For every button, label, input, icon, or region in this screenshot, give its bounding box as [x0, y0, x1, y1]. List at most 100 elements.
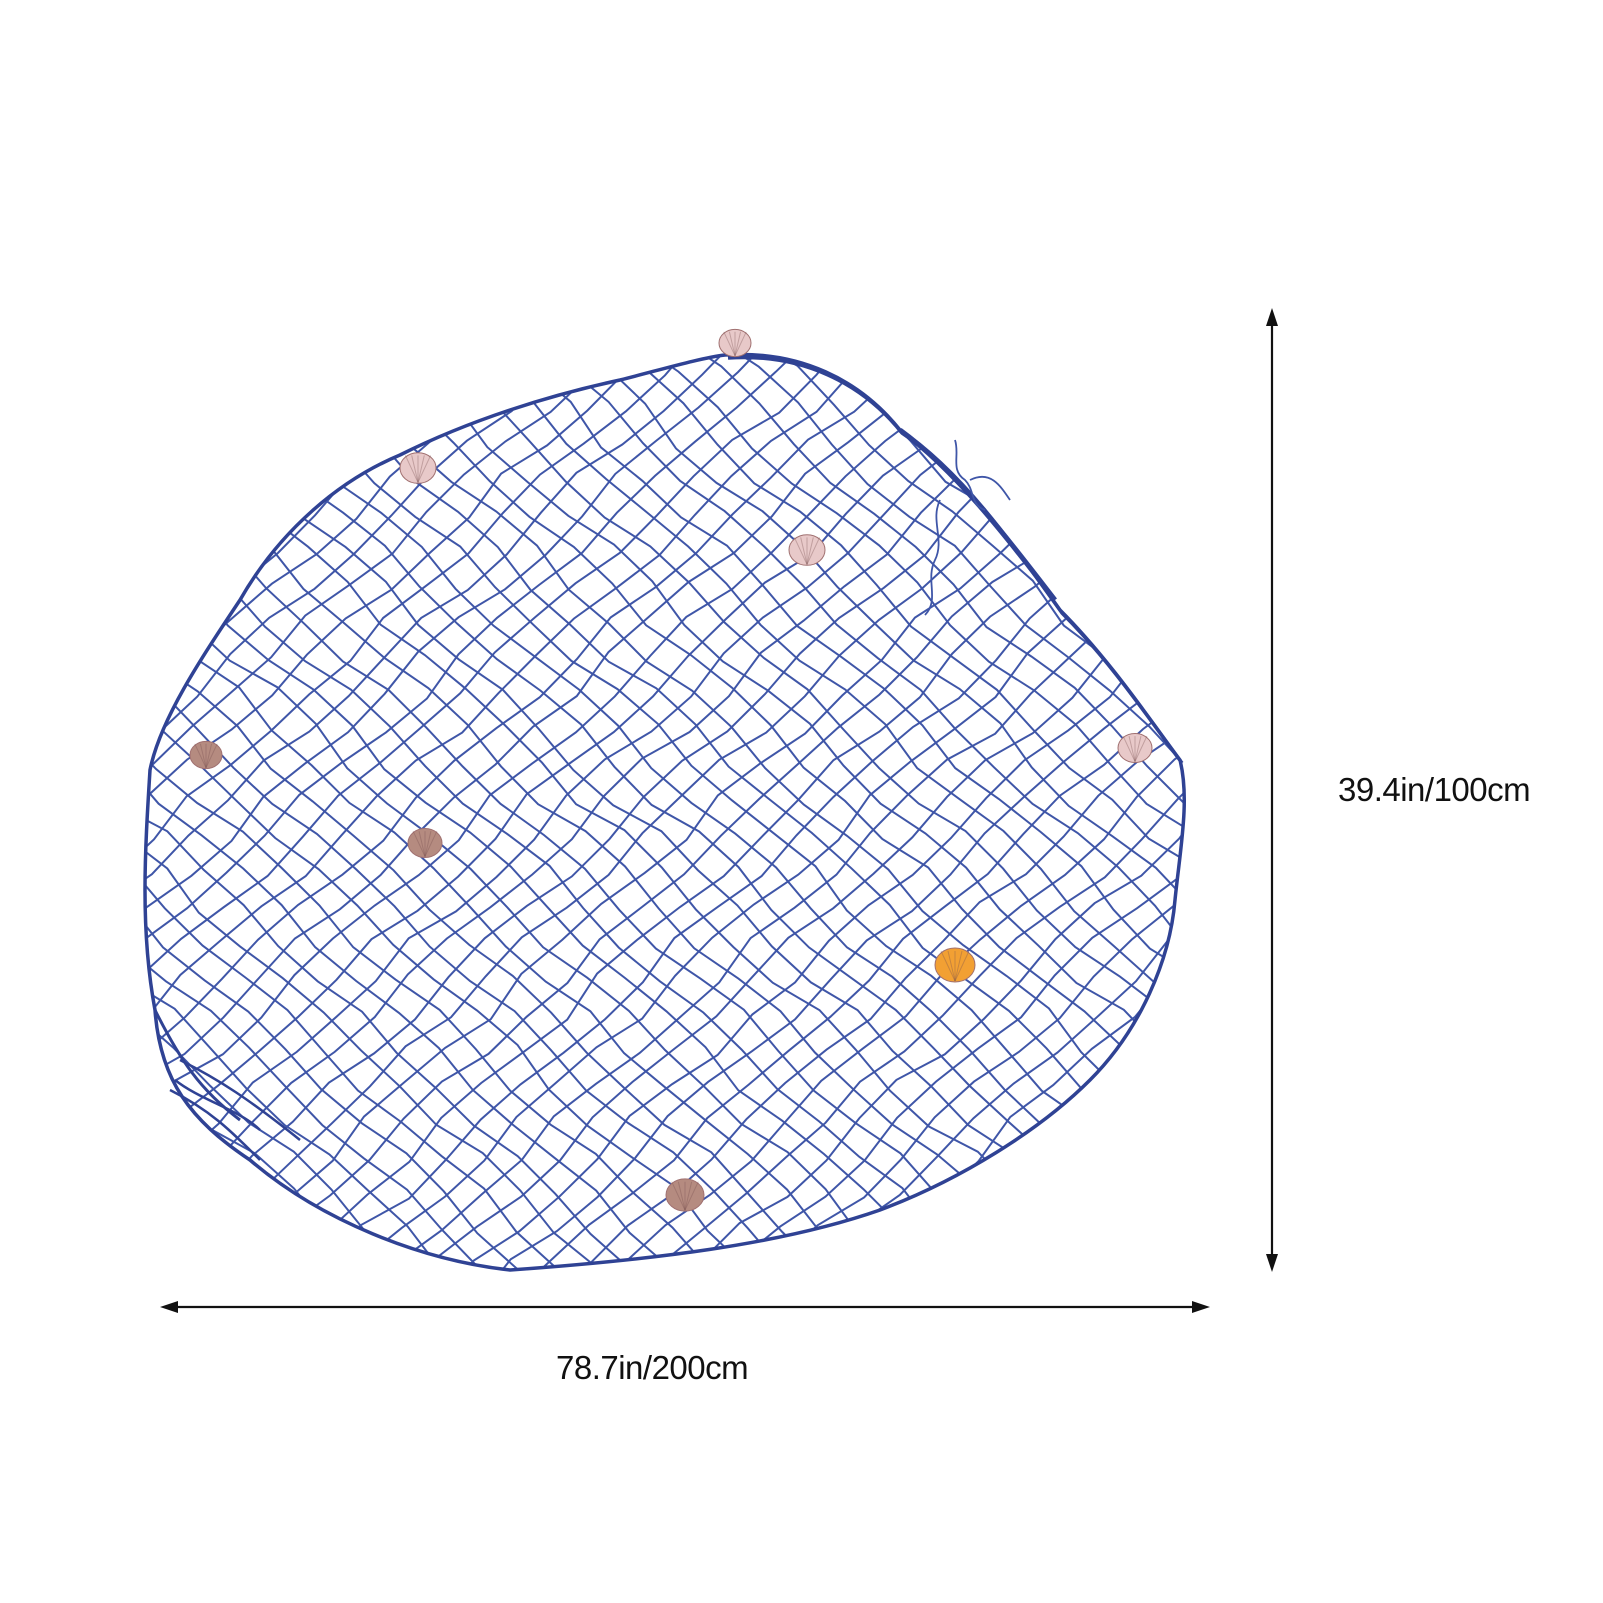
net-strand	[145, 354, 931, 1270]
loose-threads	[924, 439, 1011, 616]
net-strand	[145, 354, 966, 1270]
net-strand	[595, 354, 1185, 1270]
net-strand	[145, 354, 262, 1270]
net-strand	[484, 354, 1185, 1270]
net-strand	[145, 354, 664, 1270]
net-strand	[145, 354, 369, 1270]
net-strand	[145, 354, 676, 1270]
net-strand	[145, 354, 602, 1270]
net-strand	[145, 354, 753, 1270]
net-strand	[549, 354, 1185, 1270]
net-strand	[145, 354, 701, 1270]
net-strand	[178, 354, 1185, 1270]
height-dimension-arrow	[1266, 308, 1278, 1272]
net-strand	[145, 354, 625, 1270]
height-dimension-label: 39.4in/100cm	[1338, 771, 1531, 808]
net-strand	[292, 354, 1185, 1270]
net-strand	[145, 354, 636, 1270]
net-strand	[0, 297, 53, 1299]
net-strand	[0, 301, 29, 1298]
net-strand	[406, 354, 1185, 1270]
net-strand	[145, 354, 1054, 1270]
net-strand	[145, 354, 981, 1270]
net-strand	[625, 354, 1185, 1270]
net-strand	[145, 354, 358, 1270]
sea-shell-icon	[934, 947, 976, 983]
net-strand	[740, 354, 1185, 1270]
net-strand	[145, 354, 335, 1270]
net-strand	[145, 354, 713, 1270]
net-strand	[443, 354, 1185, 1270]
net-strand	[145, 354, 186, 1270]
net-strand	[285, 354, 1185, 1270]
net-strand	[145, 354, 1042, 1270]
net-strand	[589, 354, 1185, 1270]
net-strand	[145, 354, 1166, 1270]
net-strand	[145, 354, 831, 1270]
net-strand	[145, 354, 888, 1270]
net-strand	[667, 354, 1185, 1270]
net-strand	[145, 354, 738, 1270]
sea-shell-icon	[788, 534, 826, 566]
net-strand	[329, 354, 1185, 1270]
net-strand	[0, 303, 143, 1298]
net-strand	[782, 354, 1185, 1270]
width-dimension-arrow	[160, 1301, 1210, 1313]
net-strand	[145, 354, 1017, 1270]
net-strand	[362, 354, 1185, 1270]
net-strand	[476, 354, 1185, 1270]
net-strand	[634, 354, 1185, 1270]
net-strand	[145, 354, 547, 1270]
sea-shell-icon	[665, 1178, 705, 1212]
net-strand	[145, 354, 564, 1270]
net-strand	[213, 354, 1185, 1270]
net-strand	[701, 354, 1185, 1270]
net-strand	[369, 354, 1185, 1270]
net-strand	[145, 354, 1185, 1270]
net-strand	[145, 354, 488, 1270]
net-strand	[145, 354, 396, 1270]
net-rope-border	[143, 352, 1187, 1272]
net-strand	[145, 354, 940, 1270]
net-strand	[560, 354, 1185, 1270]
net-strand	[436, 354, 1185, 1270]
net-strand	[145, 354, 222, 1270]
net-strand	[397, 354, 1185, 1270]
net-strand	[0, 297, 91, 1298]
net-strand	[145, 354, 1098, 1270]
net-strand	[0, 303, 101, 1303]
net-strand	[520, 354, 1185, 1270]
net-strand	[0, 298, 130, 1295]
sea-shells	[189, 328, 1153, 1212]
net-strand	[145, 354, 788, 1270]
width-dimension-label: 78.7in/200cm	[556, 1349, 749, 1386]
net-strand	[145, 354, 776, 1270]
sea-shell-icon	[407, 828, 443, 858]
net-strand	[145, 354, 244, 1270]
net-strand	[710, 354, 1185, 1270]
sea-shell-icon	[718, 328, 752, 358]
net-strand	[748, 354, 1185, 1270]
net-strand	[145, 354, 209, 1270]
net-strand	[145, 354, 320, 1270]
net-strand	[672, 354, 1185, 1270]
net-strand	[145, 354, 526, 1270]
net-strand	[327, 354, 1185, 1270]
net-strand	[0, 305, 69, 1297]
sea-shell-icon	[399, 452, 437, 484]
net-strand	[820, 354, 1185, 1270]
net-strand	[145, 354, 868, 1270]
net-strand	[145, 354, 902, 1270]
net-strand	[145, 354, 852, 1270]
net-strand	[145, 354, 408, 1270]
sea-shell-icon	[189, 740, 223, 770]
net-strand	[145, 354, 451, 1270]
net-strand	[145, 354, 435, 1270]
net-strand	[145, 354, 1007, 1270]
net-strand	[0, 296, 14, 1298]
net-strand	[510, 354, 1185, 1270]
net-strand	[145, 354, 815, 1270]
net-strand	[145, 354, 167, 1270]
sea-shell-icon	[1117, 733, 1153, 763]
